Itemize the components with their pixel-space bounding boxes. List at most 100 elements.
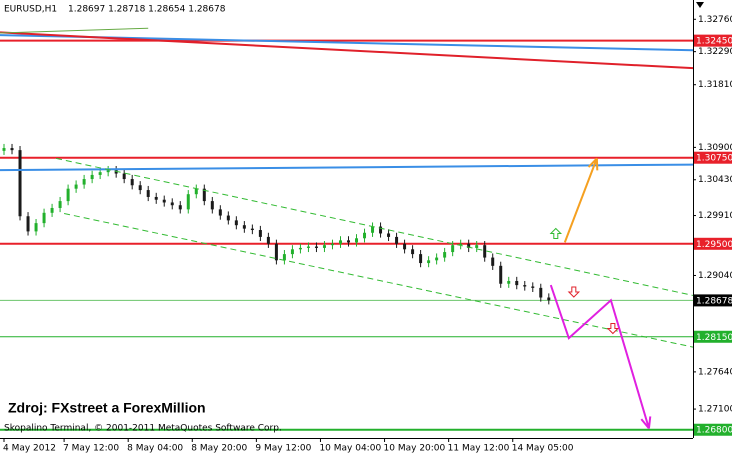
x-tick-label: 14 May 05:00 [512, 444, 574, 454]
trendline [549, 284, 650, 429]
candle-body [363, 232, 367, 239]
candle-body [2, 148, 6, 151]
candle-body [162, 199, 166, 203]
level-label-box [694, 423, 732, 436]
candle-body [539, 287, 543, 298]
x-tick-label: 10 May 20:00 [384, 444, 446, 454]
candle-body [170, 202, 174, 206]
y-tick-label: 1.29040 [698, 271, 732, 281]
y-tick-label: 1.32760 [698, 15, 732, 25]
candle-body [138, 185, 142, 191]
y-tick-label: 1.27100 [698, 405, 732, 415]
candle-body [290, 249, 294, 255]
candle-body [330, 243, 334, 246]
x-tick-label: 4 May 2012 [3, 444, 56, 454]
trendline [0, 27, 149, 34]
candle-body [467, 243, 471, 248]
x-tick-label: 8 May 04:00 [127, 444, 183, 454]
x-tick-label: 7 May 12:00 [63, 444, 119, 454]
candle-body [130, 179, 134, 186]
signal-arrow [606, 323, 620, 335]
candle-body [355, 238, 359, 243]
y-tick-label: 1.31810 [698, 80, 732, 90]
candle-body [50, 207, 54, 213]
copyright: Skopalino Terminal, © 2001-2011 MetaQuot… [4, 424, 282, 434]
x-tick-label: 11 May 12:00 [448, 444, 510, 454]
level-label-box [694, 151, 732, 164]
level-label-box [694, 237, 732, 250]
candle-body [122, 173, 126, 180]
plot-area [0, 27, 694, 431]
scroll-icon[interactable] [696, 2, 704, 8]
candle-body [34, 223, 38, 232]
signal-arrow [549, 227, 563, 239]
candle-body [483, 245, 487, 258]
x-tick-label: 8 May 20:00 [191, 444, 247, 454]
y-tick-label: 1.30430 [698, 175, 732, 185]
candle-body [282, 254, 286, 261]
candle-body [427, 260, 431, 264]
level-label-box [694, 294, 732, 307]
candle-body [10, 148, 14, 151]
candle-body [178, 205, 182, 210]
candle-body [411, 249, 415, 255]
y-tick-label: 1.29910 [698, 211, 732, 221]
candle-body [186, 194, 190, 210]
candle-body [523, 285, 527, 287]
candle-body [347, 240, 351, 243]
candle-body [387, 233, 391, 237]
candle-body [306, 246, 310, 248]
trendline [0, 31, 694, 70]
level-label-box [694, 330, 732, 343]
arrow-head [640, 418, 650, 429]
candle-body [82, 179, 86, 185]
candle-body [475, 245, 479, 248]
candle-body [379, 226, 383, 234]
candle-body [531, 286, 535, 288]
candle-body [202, 188, 206, 202]
candle-body [459, 243, 463, 246]
y-tick-label: 1.27640 [698, 367, 732, 377]
candle-body [18, 150, 22, 217]
arrow-head [647, 416, 652, 429]
x-tick-label: 10 May 04:00 [319, 444, 381, 454]
candle-body [250, 228, 254, 231]
level-label: 1.32450 [696, 37, 732, 47]
arrow-head [587, 157, 598, 168]
level-label: 1.29500 [696, 240, 732, 250]
x-tick-label: 9 May 12:00 [255, 444, 311, 454]
candle-body [451, 245, 455, 253]
candle-body [146, 190, 150, 197]
candle-body [194, 188, 198, 195]
level-label: 1.28678 [696, 296, 732, 306]
candle-body [314, 246, 318, 248]
candle-body [234, 220, 238, 226]
candle-body [42, 212, 46, 224]
level-label: 1.26800 [696, 426, 732, 436]
candle-body [26, 216, 30, 232]
candle-body [403, 243, 407, 250]
candle-body [435, 257, 439, 261]
candle-body [274, 243, 278, 261]
candle-body [322, 245, 326, 248]
candle-body [98, 172, 102, 175]
candle-body [266, 236, 270, 244]
candle-body [298, 247, 302, 250]
candle-body [499, 265, 503, 284]
candle-body [507, 280, 511, 284]
candle-body [218, 209, 222, 216]
candle-body [443, 252, 447, 258]
candle-body [515, 280, 519, 286]
quote-line: 1.28697 1.28718 1.28654 1.28678 [68, 5, 226, 15]
y-tick-label: 1.32290 [698, 47, 732, 57]
candle-body [258, 230, 262, 237]
source-note: Zdroj: FXstreet a ForexMillion [8, 400, 206, 416]
signal-arrow [567, 286, 581, 298]
candle-body [395, 236, 399, 244]
candle-body [547, 297, 551, 301]
candle-body [210, 201, 214, 210]
trendline [55, 157, 694, 296]
level-label: 1.28150 [696, 333, 732, 343]
trendline [563, 158, 598, 243]
